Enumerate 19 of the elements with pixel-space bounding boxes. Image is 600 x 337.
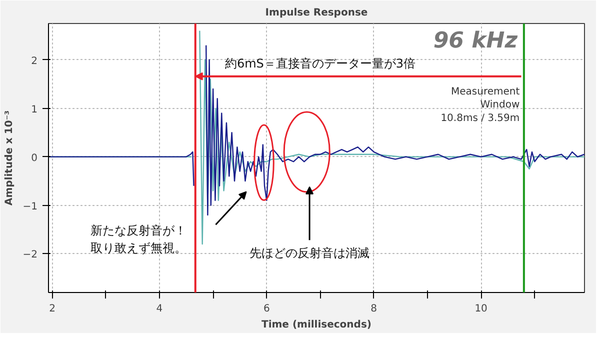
- y-tick-label: −2: [22, 250, 38, 261]
- x-tick-label: 8: [370, 304, 378, 314]
- annotation: 96 kHz: [433, 28, 518, 54]
- x-tick-label: 2: [49, 304, 56, 314]
- chart-title: Impulse Response: [265, 8, 368, 18]
- x-tick-label: 10: [474, 304, 488, 314]
- y-tick-label: 2: [31, 56, 38, 67]
- y-tick-label: 1: [31, 104, 38, 116]
- y-tick-label: 0: [31, 152, 38, 164]
- x-tick-label: 4: [156, 304, 163, 314]
- annotation: 約6mS＝直接音のデーター量が3倍: [224, 56, 416, 71]
- x-axis-title: Time (milliseconds): [262, 320, 372, 330]
- annotation: 先ほどの反射音は消滅: [250, 246, 370, 260]
- y-tick-label: −1: [22, 201, 38, 212]
- annotation: 新たな反射音が！: [90, 224, 186, 238]
- ref-line-label: Measurement Window 10.8ms / 3.59m: [440, 86, 520, 124]
- annotation: 取り敢えず無視。: [90, 241, 186, 256]
- x-tick-label: 6: [263, 304, 270, 314]
- y-axis-title: Amplitude x 10⁻³: [4, 110, 15, 206]
